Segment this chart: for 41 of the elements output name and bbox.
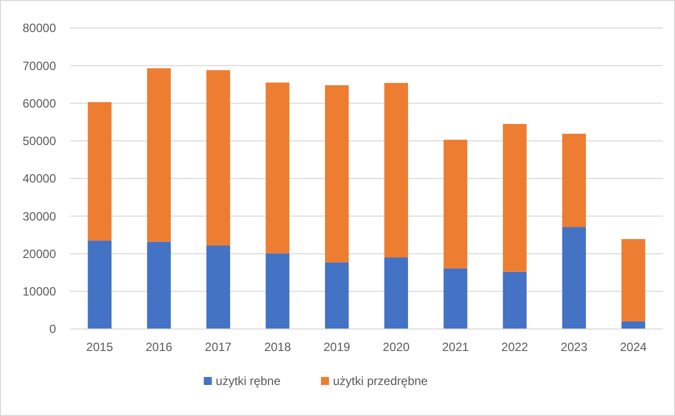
y-tick-label: 60000 bbox=[22, 96, 56, 110]
x-tick-label: 2024 bbox=[620, 340, 648, 354]
x-tick-label: 2022 bbox=[501, 340, 528, 354]
bar bbox=[324, 85, 349, 262]
bar bbox=[324, 262, 349, 329]
y-tick-label: 30000 bbox=[22, 209, 56, 224]
bar bbox=[444, 140, 468, 268]
y-tick-label: 80000 bbox=[22, 21, 56, 36]
y-tick-label: 50000 bbox=[22, 134, 56, 148]
bar bbox=[621, 321, 646, 329]
bar bbox=[206, 245, 230, 329]
bar bbox=[88, 102, 112, 241]
x-tick-label: 2020 bbox=[382, 340, 410, 354]
bar bbox=[384, 82, 408, 258]
legend-label: użytki rębne bbox=[216, 374, 281, 388]
bar bbox=[502, 272, 527, 329]
y-tick-label: 0 bbox=[49, 322, 56, 336]
bar bbox=[502, 124, 527, 272]
x-tick-label: 2016 bbox=[146, 340, 173, 354]
x-tick-label: 2018 bbox=[264, 340, 292, 354]
x-tick-label: 2023 bbox=[560, 340, 588, 354]
x-tick-label: 2019 bbox=[324, 340, 351, 354]
x-tick-label: 2021 bbox=[442, 340, 470, 354]
bar bbox=[562, 227, 586, 329]
y-tick-label: 10000 bbox=[22, 284, 56, 299]
bar bbox=[147, 242, 171, 329]
x-tick-label: 2017 bbox=[204, 340, 232, 354]
bar bbox=[88, 240, 112, 329]
bar bbox=[444, 268, 468, 329]
y-tick-label: 40000 bbox=[22, 172, 56, 186]
bar bbox=[147, 68, 171, 242]
x-tick-label: 2015 bbox=[86, 340, 114, 354]
bar bbox=[266, 82, 290, 254]
legend-label: użytki przedrębne bbox=[333, 374, 428, 388]
bar bbox=[562, 134, 586, 228]
y-tick-label: 70000 bbox=[22, 58, 56, 73]
bar bbox=[384, 258, 408, 329]
bar bbox=[621, 239, 646, 322]
y-tick-label: 20000 bbox=[22, 246, 56, 261]
bar bbox=[206, 70, 230, 246]
bar bbox=[266, 253, 290, 329]
